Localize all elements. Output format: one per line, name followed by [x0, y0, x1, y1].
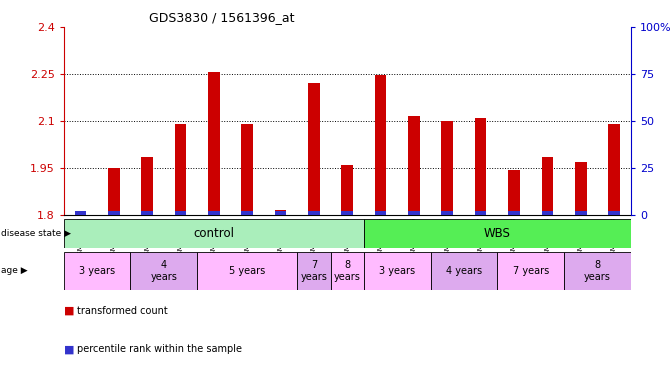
Bar [108, 168, 119, 215]
Text: 7 years: 7 years [513, 266, 549, 276]
Text: ■: ■ [64, 306, 74, 316]
Bar [242, 124, 253, 215]
Bar [308, 211, 319, 215]
Bar [364, 219, 631, 248]
Bar [274, 211, 287, 215]
Bar [431, 252, 497, 290]
Bar [142, 157, 153, 215]
Bar [242, 211, 253, 215]
Bar [608, 211, 620, 215]
Bar [208, 72, 219, 215]
Bar [74, 211, 87, 215]
Bar [442, 211, 453, 215]
Bar [408, 116, 420, 215]
Bar [274, 210, 287, 215]
Bar [130, 252, 197, 290]
Bar [408, 211, 420, 215]
Bar [197, 252, 297, 290]
Bar [331, 252, 364, 290]
Bar [375, 76, 386, 215]
Text: 7
years: 7 years [301, 260, 327, 281]
Bar [108, 211, 119, 215]
Text: control: control [193, 227, 234, 240]
Bar [508, 170, 520, 215]
Bar [64, 252, 130, 290]
Text: percentile rank within the sample: percentile rank within the sample [77, 344, 242, 354]
Bar [208, 211, 219, 215]
Bar [174, 124, 187, 215]
Bar [364, 252, 431, 290]
Bar [508, 211, 520, 215]
Text: WBS: WBS [484, 227, 511, 240]
Bar [564, 252, 631, 290]
Text: 3 years: 3 years [79, 266, 115, 276]
Text: 4 years: 4 years [446, 266, 482, 276]
Bar [142, 211, 153, 215]
Bar [442, 121, 453, 215]
Text: 8
years: 8 years [584, 260, 611, 281]
Text: 8
years: 8 years [333, 260, 361, 281]
Bar [342, 165, 353, 215]
Bar [497, 252, 564, 290]
Bar [541, 157, 553, 215]
Bar [575, 211, 586, 215]
Bar [575, 162, 586, 215]
Bar [174, 211, 187, 215]
Bar [541, 211, 553, 215]
Text: disease state ▶: disease state ▶ [1, 229, 70, 238]
Text: 4
years: 4 years [150, 260, 177, 281]
Bar [475, 211, 486, 215]
Text: 3 years: 3 years [379, 266, 415, 276]
Bar [608, 124, 620, 215]
Text: 5 years: 5 years [229, 266, 265, 276]
Bar [375, 211, 386, 215]
Bar [64, 219, 364, 248]
Text: GDS3830 / 1561396_at: GDS3830 / 1561396_at [149, 12, 294, 25]
Bar [308, 83, 319, 215]
Text: transformed count: transformed count [77, 306, 168, 316]
Bar [342, 211, 353, 215]
Bar [297, 252, 331, 290]
Text: ■: ■ [64, 344, 74, 354]
Text: age ▶: age ▶ [1, 266, 28, 275]
Bar [475, 118, 486, 215]
